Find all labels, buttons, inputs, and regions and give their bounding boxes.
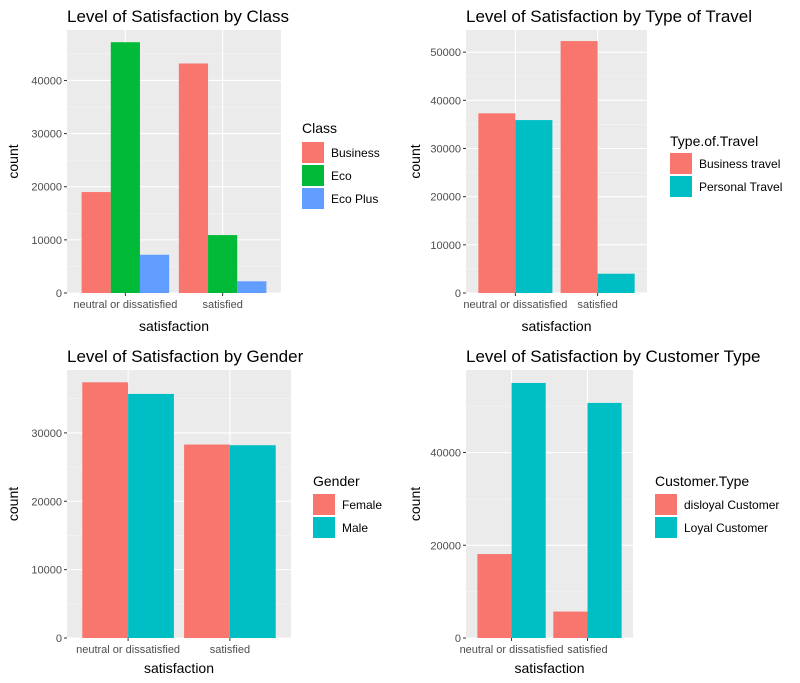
- legend-title: Customer.Type: [655, 473, 749, 489]
- y-tick-label: 30000: [430, 143, 461, 155]
- legend-key: [302, 188, 324, 209]
- y-tick-label: 10000: [31, 235, 62, 247]
- legend-key: [302, 142, 324, 163]
- y-tick-label: 0: [56, 633, 62, 645]
- bar-loyal-customer-neutral-or-dissatisfied: [511, 382, 546, 638]
- y-tick-label: 20000: [430, 540, 461, 552]
- bar-personal-travel-satisfied: [597, 273, 635, 293]
- legend-key: [670, 153, 692, 174]
- legend-key: [302, 165, 324, 186]
- bar-personal-travel-neutral-or-dissatisfied: [515, 120, 553, 293]
- legend-key: [313, 494, 335, 515]
- y-axis-title: count: [5, 144, 21, 178]
- chart-title: Level of Satisfaction by Customer Type: [466, 347, 761, 366]
- x-tick-label: satisfied: [577, 299, 617, 311]
- x-axis-title: satisfaction: [139, 318, 209, 334]
- y-axis-title: count: [407, 144, 423, 178]
- y-tick-label: 0: [56, 288, 62, 300]
- bar-disloyal-customer-neutral-or-dissatisfied: [477, 554, 512, 638]
- chart-panel-3: Level of Satisfaction by Gender 0 10000 200…: [5, 347, 382, 676]
- legend-title: Class: [302, 120, 337, 136]
- legend-label: Business travel: [699, 157, 780, 171]
- bar-female-satisfied: [184, 444, 230, 638]
- y-axis-title: count: [407, 487, 423, 521]
- chart-title: Level of Satisfaction by Gender: [67, 347, 304, 366]
- x-tick-label: satisfied: [210, 644, 250, 656]
- bar-business-satisfied: [178, 63, 209, 293]
- y-tick-label: 20000: [430, 192, 461, 204]
- bar-eco-plus-satisfied: [237, 281, 267, 293]
- chart-panel-2: Level of Satisfaction by Type of Travel 0…: [407, 7, 782, 334]
- bar-business-travel-neutral-or-dissatisfied: [478, 113, 516, 293]
- legend-title: Gender: [313, 473, 360, 489]
- chart-panel-4: Level of Satisfaction by Customer Type 0 2…: [407, 347, 779, 676]
- bar-business-travel-satisfied: [560, 41, 598, 294]
- legend-label: Business: [331, 146, 380, 160]
- x-tick-label: satisfied: [567, 644, 607, 656]
- x-axis-title: satisfaction: [521, 318, 591, 334]
- bar-eco-satisfied: [208, 235, 238, 293]
- legend: Class Business Eco Eco Plus: [302, 120, 380, 209]
- x-tick-label: neutral or dissatisfied: [463, 299, 567, 311]
- y-tick-label: 0: [455, 633, 461, 645]
- x-axis-title: satisfaction: [144, 660, 214, 676]
- y-tick-label: 40000: [430, 95, 461, 107]
- y-tick-label: 20000: [31, 496, 62, 508]
- y-axis-title: count: [5, 487, 21, 521]
- y-tick-label: 30000: [31, 129, 62, 141]
- bar-business-neutral-or-dissatisfied: [81, 192, 111, 293]
- y-tick-label: 10000: [430, 240, 461, 252]
- legend: Customer.Type disloyal Customer Loyal Cust…: [655, 473, 779, 538]
- legend-title: Type.of.Travel: [670, 133, 758, 149]
- bar-male-satisfied: [229, 445, 276, 638]
- x-tick-label: neutral or dissatisfied: [460, 644, 564, 656]
- y-tick-label: 20000: [31, 182, 62, 194]
- chart-panel-1: Level of Satisfaction by Class 0 10000 2000…: [5, 7, 380, 334]
- bar-male-neutral-or-dissatisfied: [128, 393, 174, 638]
- legend-label: Eco: [331, 169, 352, 183]
- x-axis-title: satisfaction: [514, 660, 584, 676]
- chart-title: Level of Satisfaction by Class: [67, 7, 289, 26]
- x-tick-label: neutral or dissatisfied: [73, 299, 177, 311]
- legend: Type.of.Travel Business travel Personal Tr…: [670, 133, 782, 197]
- legend: Gender Female Male: [313, 473, 382, 538]
- y-tick-label: 40000: [430, 448, 461, 460]
- legend-key: [655, 494, 677, 515]
- y-tick-label: 0: [455, 288, 461, 300]
- legend-label: Female: [342, 498, 382, 512]
- bar-loyal-customer-satisfied: [587, 402, 622, 638]
- y-tick-label: 50000: [430, 47, 461, 59]
- y-tick-label: 10000: [31, 565, 62, 577]
- y-tick-label: 40000: [31, 75, 62, 87]
- x-tick-label: neutral or dissatisfied: [76, 644, 180, 656]
- chart-title: Level of Satisfaction by Type of Travel: [466, 7, 752, 26]
- legend-key: [655, 517, 677, 538]
- legend-key: [313, 517, 335, 538]
- legend-label: Loyal Customer: [684, 521, 768, 535]
- legend-label: Eco Plus: [331, 192, 378, 206]
- bar-female-neutral-or-dissatisfied: [82, 382, 129, 638]
- legend-label: disloyal Customer: [684, 498, 779, 512]
- bar-disloyal-customer-satisfied: [553, 611, 588, 638]
- legend-key: [670, 176, 692, 197]
- legend-label: Male: [342, 521, 368, 535]
- bar-eco-plus-neutral-or-dissatisfied: [139, 254, 170, 293]
- x-tick-label: satisfied: [202, 299, 242, 311]
- legend-label: Personal Travel: [699, 180, 782, 194]
- y-tick-label: 30000: [31, 428, 62, 440]
- bar-eco-neutral-or-dissatisfied: [110, 42, 140, 294]
